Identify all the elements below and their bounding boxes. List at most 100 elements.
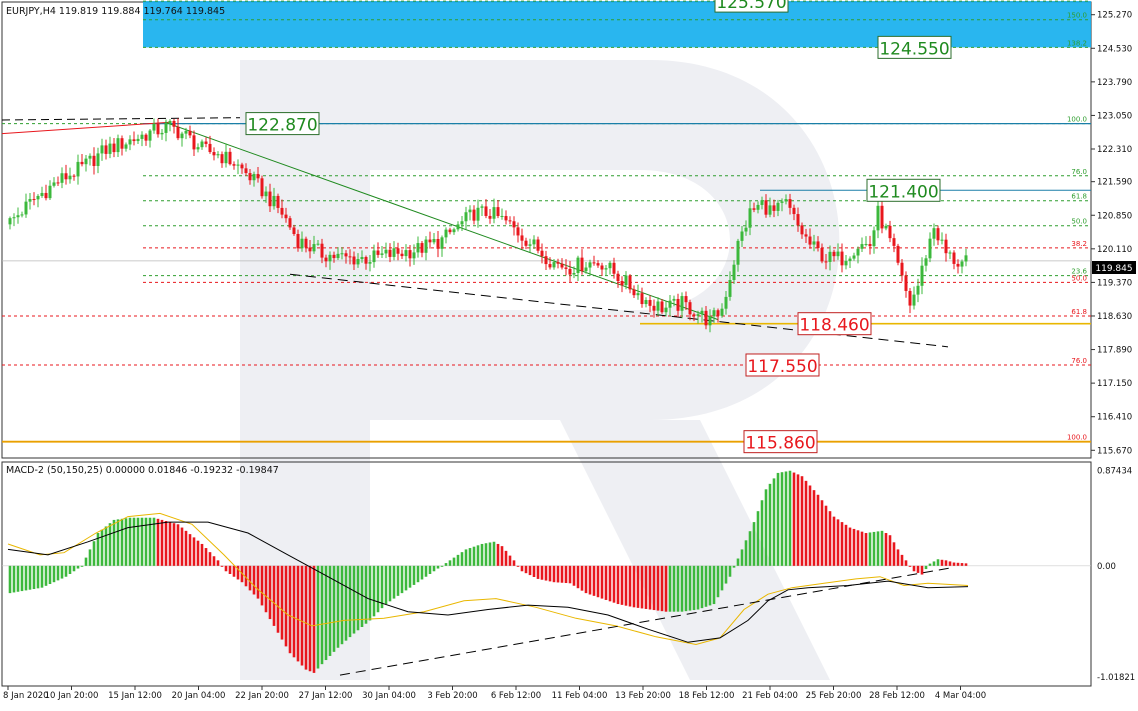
candle-body: [92, 155, 96, 166]
time-tick-label: 22 Jan 20:00: [235, 691, 289, 701]
macd-histogram-bar: [740, 549, 744, 566]
candle-body: [264, 191, 268, 197]
candle-body: [168, 120, 172, 124]
candle-body: [636, 293, 640, 296]
level-label-frame: [745, 353, 820, 377]
fib-level-label: 61.8: [1071, 193, 1087, 201]
candle-body: [204, 141, 208, 144]
candle-body: [916, 285, 920, 295]
level-label-frame: [866, 178, 941, 202]
macd-histogram-bar: [572, 565, 576, 586]
macd-histogram-bar: [924, 565, 928, 570]
candle-body: [672, 298, 676, 301]
macd-histogram-bar: [788, 470, 792, 566]
candle-body: [196, 147, 200, 150]
macd-histogram-bar: [816, 494, 820, 566]
macd-histogram-bar: [140, 517, 144, 566]
level-label-frame: [797, 312, 872, 336]
macd-histogram-bar: [480, 543, 484, 566]
candle-body: [240, 164, 244, 169]
candle-body: [132, 139, 136, 142]
macd-histogram-bar: [12, 565, 16, 593]
macd-histogram-bar: [420, 565, 424, 580]
time-tick-label: 20 Jan 04:00: [172, 691, 226, 701]
macd-histogram-bar: [484, 543, 488, 566]
candle-body: [228, 151, 232, 165]
candle-body: [900, 262, 904, 276]
time-tick-label: 3 Feb 20:00: [427, 691, 477, 701]
macd-histogram-bar: [16, 565, 20, 592]
macd-histogram-bar: [576, 565, 580, 589]
macd-histogram-bar: [448, 560, 452, 566]
macd-histogram-bar: [620, 565, 624, 605]
macd-histogram-bar: [876, 531, 880, 566]
macd-histogram-bar: [264, 565, 268, 613]
candle-body: [288, 218, 292, 228]
macd-histogram-bar: [508, 555, 512, 566]
macd-histogram-bar: [688, 565, 692, 611]
macd-histogram-bar: [380, 565, 384, 609]
level-label-text: 121.400: [868, 182, 938, 202]
macd-histogram-bar: [312, 565, 316, 673]
candle-body: [416, 243, 420, 253]
macd-histogram-bar: [676, 565, 680, 612]
candle-body: [752, 208, 756, 210]
candle-body: [676, 298, 680, 311]
time-tick-label: 4 Mar 04:00: [935, 691, 986, 701]
macd-histogram-bar: [176, 524, 180, 566]
price-tick-label: 115.670: [1097, 446, 1132, 456]
candle-body: [516, 227, 520, 236]
level-label-frame: [714, 0, 789, 13]
level-label-text: 117.550: [747, 357, 817, 377]
macd-histogram-bar: [244, 565, 248, 587]
level-label-text: 125.570: [716, 0, 786, 13]
candle-body: [936, 228, 940, 241]
candle-body: [208, 143, 212, 153]
candle-body: [348, 256, 352, 258]
candle-body: [684, 296, 688, 303]
candle-body: [548, 264, 552, 268]
candle-body: [580, 257, 584, 272]
fib-level-label: 161.8: [1067, 0, 1087, 1]
macd-histogram-bar: [284, 565, 288, 647]
macd-histogram-bar: [636, 565, 640, 608]
axes: 125.270 124.530 123.790 123.050 122.310 121.5…: [3, 11, 1135, 701]
candle-body: [72, 175, 76, 177]
price-tick-label: 121.590: [1097, 178, 1132, 188]
candle-body: [680, 296, 684, 311]
macd-histogram-bar: [128, 517, 132, 566]
macd-histogram-bar: [192, 537, 196, 566]
candle-body: [832, 251, 836, 257]
watermark-logo: [240, 60, 840, 680]
macd-histogram-bar: [768, 483, 772, 566]
macd-histogram-bar: [848, 527, 852, 566]
candle-body: [652, 305, 656, 311]
candle-body: [704, 310, 708, 326]
macd-histogram-bar: [544, 565, 548, 581]
candle-body: [472, 209, 476, 221]
candle-body: [776, 202, 780, 211]
candle-body: [224, 151, 228, 164]
macd-histogram-bar: [952, 562, 956, 566]
macd-histogram-bar: [844, 524, 848, 566]
macd-histogram-bar: [396, 565, 400, 596]
macd-histogram-bar: [348, 565, 352, 638]
candle-body: [88, 155, 92, 159]
candle-body: [444, 229, 448, 238]
macd-histogram-bar: [820, 500, 824, 566]
candle-body: [316, 243, 320, 245]
candle-body: [232, 164, 236, 166]
macd-histogram-bar: [748, 531, 752, 566]
candle-body: [112, 143, 116, 153]
macd-histogram-bar: [532, 565, 536, 578]
candle-body: [964, 255, 968, 262]
candle-body: [820, 247, 824, 262]
macd-histogram-bar: [524, 565, 528, 574]
macd-histogram-bar: [360, 565, 364, 627]
macd-histogram-bar: [496, 543, 500, 566]
macd-histogram-bar: [416, 565, 420, 583]
macd-histogram-bar: [948, 561, 952, 566]
candle-body: [148, 130, 152, 141]
macd-histogram-bar: [336, 565, 340, 648]
candle-body: [404, 250, 408, 257]
